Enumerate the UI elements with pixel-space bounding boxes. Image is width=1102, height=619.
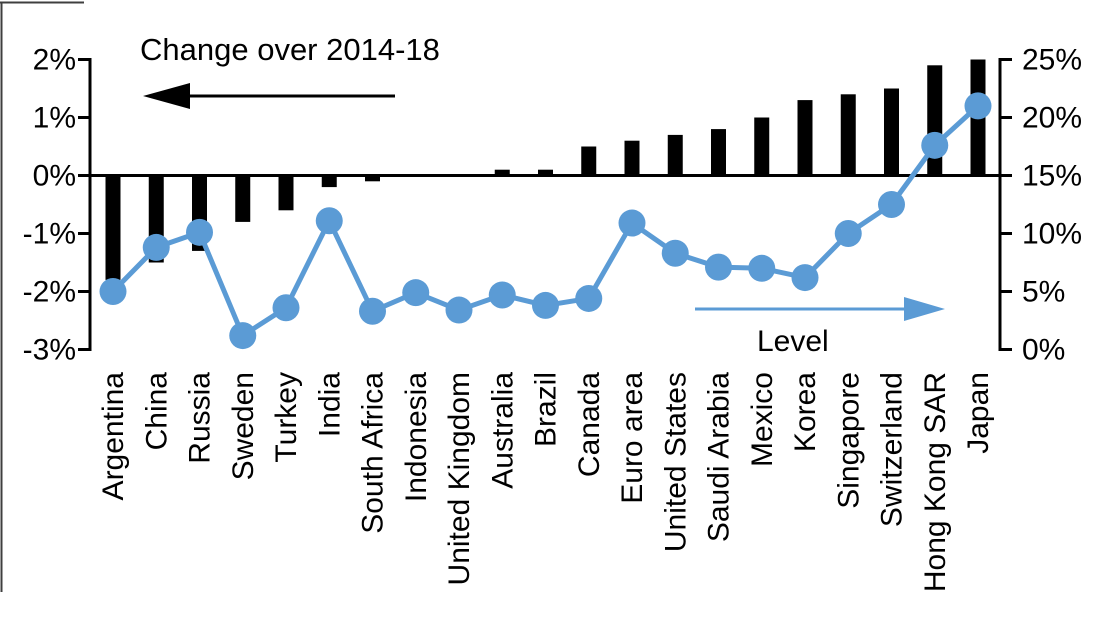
level-marker-Argentina — [99, 278, 127, 305]
left-axis-tick-label: 0% — [33, 160, 76, 193]
category-label-Switzerland: Switzerland — [876, 372, 909, 527]
level-marker-United States — [661, 239, 689, 267]
bar-United States — [667, 134, 683, 176]
level-marker-China — [142, 233, 170, 261]
category-label-Australia: Australia — [486, 372, 519, 489]
right-axis-tick-label: 0% — [1022, 334, 1065, 367]
category-label-Hong Kong SAR: Hong Kong SAR — [919, 372, 952, 592]
left-axis-tick-label: -3% — [23, 334, 76, 367]
category-label-China: China — [140, 372, 173, 451]
bar-Euro area — [624, 140, 640, 176]
category-label-Euro area: Euro area — [616, 372, 649, 504]
category-label-Saudi Arabia: Saudi Arabia — [703, 372, 736, 542]
category-label-Brazil: Brazil — [530, 372, 563, 447]
level-marker-Hong Kong SAR — [921, 131, 949, 159]
level-marker-Sweden — [229, 322, 257, 350]
category-label-Russia: Russia — [184, 372, 217, 464]
category-label-South Africa: South Africa — [357, 372, 390, 534]
category-label-Sweden: Sweden — [227, 372, 260, 480]
bar-South Africa — [365, 175, 380, 182]
bar-Argentina — [105, 175, 121, 280]
level-marker-Australia — [488, 281, 516, 309]
bar-Saudi Arabia — [711, 129, 726, 176]
right-axis-tick-label: 10% — [1022, 218, 1082, 251]
level-marker-Turkey — [272, 294, 300, 322]
category-label-Singapore: Singapore — [832, 372, 865, 509]
left-axis-tick-label: -1% — [23, 218, 76, 251]
level-marker-India — [315, 207, 343, 235]
right-arrow-icon — [904, 297, 945, 321]
right-axis-tick-label: 25% — [1022, 44, 1082, 77]
level-marker-Korea — [791, 264, 819, 292]
bar-Singapore — [840, 94, 856, 176]
bar-Brazil — [538, 169, 553, 176]
bar-Australia — [494, 169, 510, 176]
bar-Mexico — [754, 117, 770, 176]
category-label-United Kingdom: United Kingdom — [443, 372, 476, 585]
category-label-Korea: Korea — [789, 372, 822, 452]
level-marker-South Africa — [359, 297, 386, 325]
level-marker-Brazil — [532, 291, 559, 319]
bar-India — [321, 175, 337, 188]
left-axis-tick-label: 2% — [33, 44, 76, 77]
bar-Turkey — [278, 175, 294, 211]
category-label-Turkey: Turkey — [270, 372, 303, 463]
line-series-label: Level — [757, 325, 829, 358]
right-axis-tick-label: 20% — [1022, 102, 1082, 135]
category-label-India: India — [313, 372, 346, 437]
bar-Korea — [797, 100, 813, 176]
level-marker-United Kingdom — [445, 296, 473, 324]
level-marker-Russia — [186, 218, 213, 246]
level-marker-Euro area — [618, 209, 646, 237]
level-marker-Saudi Arabia — [705, 253, 732, 281]
left-axis-tick-label: -2% — [23, 276, 76, 309]
level-marker-Canada — [575, 284, 603, 312]
level-marker-Switzerland — [878, 191, 905, 218]
level-marker-Singapore — [834, 220, 862, 247]
bar-Switzerland — [884, 88, 899, 176]
level-marker-Indonesia — [402, 279, 430, 307]
right-axis-tick-label: 5% — [1022, 276, 1065, 309]
category-label-United States: United States — [659, 372, 692, 552]
bar-Sweden — [235, 175, 251, 222]
bar-series-title: Change over 2014-18 — [140, 32, 440, 67]
category-label-Canada: Canada — [573, 372, 606, 477]
right-axis-tick-label: 15% — [1022, 160, 1082, 193]
category-label-Argentina: Argentina — [97, 372, 130, 501]
category-label-Indonesia: Indonesia — [400, 372, 433, 502]
category-label-Mexico: Mexico — [746, 372, 779, 467]
left-arrow-icon — [143, 83, 190, 109]
level-marker-Mexico — [748, 254, 776, 282]
left-axis-tick-label: 1% — [33, 102, 76, 135]
category-label-Japan: Japan — [962, 372, 995, 454]
level-marker-Japan — [964, 92, 992, 120]
bar-Hong Kong SAR — [927, 65, 943, 176]
bar-Canada — [581, 146, 597, 176]
